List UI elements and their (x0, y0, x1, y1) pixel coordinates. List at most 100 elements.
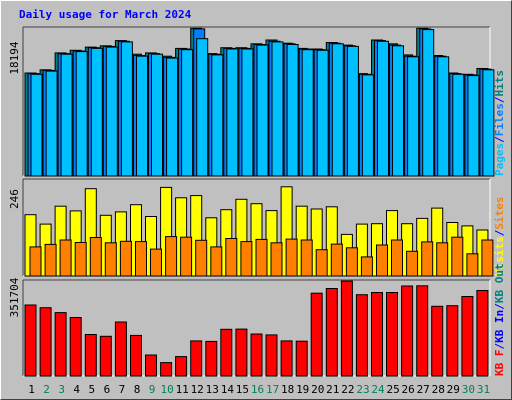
day-label-29: 29 (447, 383, 460, 396)
legend-item: Files (493, 103, 506, 136)
bar-pages-day-25 (392, 45, 404, 177)
day-label-1: 1 (28, 383, 35, 396)
bar-kbf-day-10 (160, 362, 173, 377)
bar-pages-day-14 (226, 48, 239, 177)
bar-kbf-day-22 (340, 280, 353, 377)
bar-pages-day-15 (241, 48, 254, 177)
bar-pages-day-17 (271, 41, 284, 177)
legend-item: Sites (493, 197, 506, 230)
bar-pages-day-12 (196, 38, 209, 177)
bar-sites-day-25 (391, 239, 403, 277)
day-label-17: 17 (266, 383, 279, 396)
day-label-24: 24 (371, 383, 385, 396)
bar-sites-day-6 (104, 242, 117, 277)
bar-pages-day-20 (316, 49, 329, 177)
bar-kbf-day-28 (431, 305, 444, 377)
bar-pages-day-1 (30, 73, 43, 177)
day-label-23: 23 (356, 383, 369, 396)
bar-pages-day-30 (467, 75, 480, 177)
bar-pages-day-18 (286, 44, 299, 177)
bar-kbf-day-30 (461, 296, 474, 377)
bar-kbf-day-24 (371, 292, 383, 377)
bar-sites-day-15 (240, 241, 253, 277)
day-label-2: 2 (43, 383, 50, 396)
bar-sites-day-12 (195, 239, 208, 277)
bar-sites-day-14 (225, 238, 238, 277)
day-label-18: 18 (281, 383, 294, 396)
bar-sites-day-11 (180, 236, 193, 277)
bar-pages-day-24 (377, 40, 389, 177)
bar-kbf-day-6 (99, 335, 112, 377)
bar-kbf-day-1 (24, 304, 37, 377)
day-label-19: 19 (296, 383, 309, 396)
day-label-31: 31 (477, 383, 490, 396)
legend-item: / (493, 303, 506, 310)
bar-pages-day-3 (60, 53, 73, 177)
panel-1-legend: Pages/Files/Hits (493, 70, 506, 176)
bar-sites-day-5 (89, 237, 102, 277)
bar-kbf-day-14 (220, 328, 233, 377)
day-label-26: 26 (401, 383, 414, 396)
bar-sites-day-31 (481, 239, 494, 277)
bar-pages-day-22 (346, 45, 359, 177)
bar-pages-day-27 (422, 29, 435, 177)
bar-pages-day-19 (301, 49, 314, 177)
bar-kbf-day-31 (476, 290, 489, 377)
bar-sites-day-19 (300, 239, 313, 277)
bar-pages-day-9 (151, 53, 163, 177)
bar-pages-day-2 (45, 70, 58, 177)
bar-pages-day-26 (407, 56, 420, 177)
bar-pages-day-29 (452, 73, 465, 177)
bar-kbf-day-7 (114, 321, 127, 377)
bar-kbf-day-13 (205, 340, 218, 377)
bar-pages-day-31 (482, 69, 495, 177)
legend-item: KB In (493, 310, 506, 343)
bar-sites-day-3 (59, 239, 72, 277)
day-label-4: 4 (73, 383, 80, 396)
legend-item: Visits (493, 236, 506, 276)
legend-item: / (493, 136, 506, 143)
bar-sites-day-26 (406, 250, 419, 277)
bar-kbf-day-2 (39, 307, 52, 377)
day-label-11: 11 (176, 383, 189, 396)
bar-sites-day-28 (436, 242, 449, 277)
day-label-22: 22 (341, 383, 354, 396)
bar-sites-day-29 (451, 236, 464, 277)
bar-kbf-day-29 (446, 305, 459, 377)
bar-sites-day-16 (255, 238, 268, 277)
day-label-13: 13 (206, 383, 219, 396)
bar-sites-day-24 (376, 244, 388, 277)
bar-sites-day-10 (165, 236, 178, 277)
bar-sites-day-18 (285, 238, 298, 277)
day-label-10: 10 (160, 383, 173, 396)
panel-2-legend: Visits/Sites (493, 197, 506, 277)
bar-kbf-day-8 (130, 334, 142, 377)
bar-kbf-day-20 (310, 292, 323, 377)
bar-kbf-day-23 (355, 294, 368, 377)
day-label-12: 12 (191, 383, 204, 396)
bar-kbf-day-26 (401, 285, 414, 377)
bar-pages-day-4 (75, 51, 88, 177)
bar-sites-day-4 (74, 242, 87, 277)
day-label-14: 14 (221, 383, 235, 396)
day-label-30: 30 (462, 383, 475, 396)
bar-kbf-day-16 (250, 333, 263, 377)
day-label-8: 8 (134, 383, 141, 396)
bar-sites-day-27 (421, 241, 434, 277)
day-label-21: 21 (326, 383, 339, 396)
bar-sites-day-20 (315, 249, 328, 277)
bar-sites-day-2 (44, 243, 57, 277)
bar-kbf-day-11 (175, 356, 188, 377)
day-label-7: 7 (119, 383, 126, 396)
bar-pages-day-21 (331, 43, 344, 177)
bar-pages-day-10 (166, 57, 179, 177)
bar-pages-day-8 (136, 55, 148, 177)
legend-item: Pages (493, 143, 506, 176)
bar-pages-day-11 (181, 49, 194, 177)
bar-pages-day-16 (256, 44, 269, 177)
bar-sites-day-9 (150, 248, 162, 277)
bar-pages-day-5 (90, 47, 103, 177)
legend-item: KB F (493, 350, 506, 377)
panel-2-max-label: 246 (8, 189, 21, 209)
panel-3-max-label: 351704 (8, 277, 21, 317)
